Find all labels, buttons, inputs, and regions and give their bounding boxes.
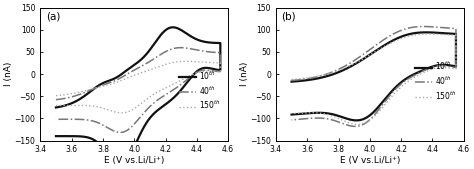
Text: (b): (b) xyxy=(282,12,296,22)
Legend: $10^{th}$, $40^{th}$, $150^{th}$: $10^{th}$, $40^{th}$, $150^{th}$ xyxy=(178,68,222,113)
Text: (a): (a) xyxy=(46,12,60,22)
Y-axis label: I (nA): I (nA) xyxy=(4,62,13,86)
Legend: $10^{th}$, $40^{th}$, $150^{th}$: $10^{th}$, $40^{th}$, $150^{th}$ xyxy=(413,58,458,103)
X-axis label: E (V vs.Li/Li⁺): E (V vs.Li/Li⁺) xyxy=(340,156,400,165)
Y-axis label: I (nA): I (nA) xyxy=(240,62,249,86)
X-axis label: E (V vs.Li/Li⁺): E (V vs.Li/Li⁺) xyxy=(104,156,164,165)
